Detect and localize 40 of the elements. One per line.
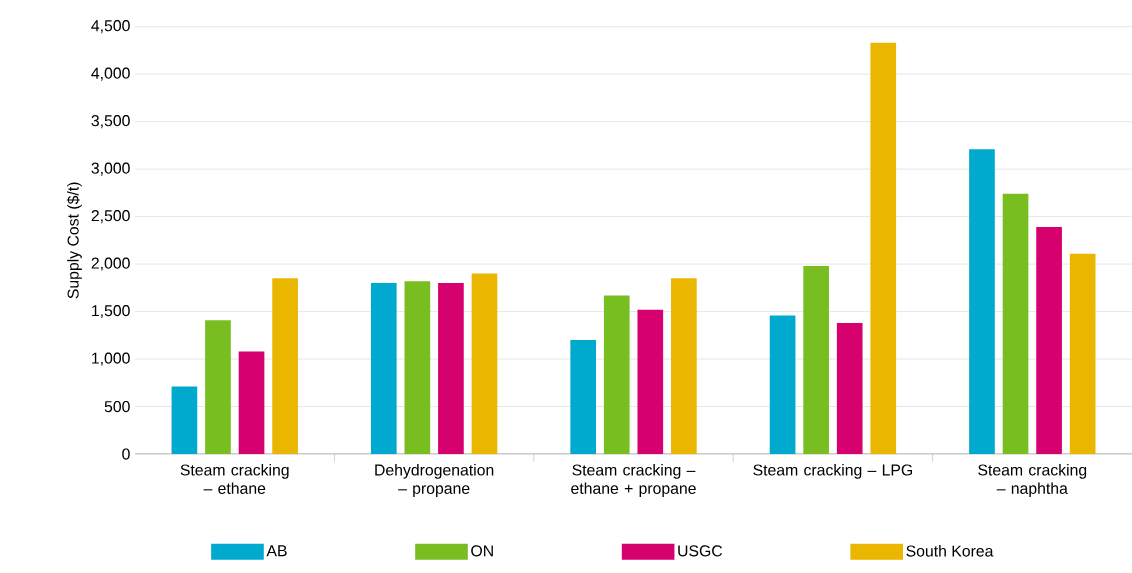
bar [171,386,198,454]
bar [870,42,897,454]
bar [272,278,298,454]
y-tick-label: 500 [104,400,130,412]
y-tick-label: 4,500 [91,19,130,33]
y-tick-label: 1,000 [92,352,130,366]
bar [438,282,464,454]
x-tick-label: Steam cracking – ethane [180,463,289,494]
y-tick-label: 0 [122,448,130,460]
x-tick-label: Steam cracking – ethane + propane [571,463,696,497]
bar [471,273,498,454]
bar [803,265,829,454]
bar [769,315,796,454]
y-tick-label: 2,000 [91,257,130,271]
bar [404,280,431,454]
y-tick-label: 1,500 [92,304,130,318]
bar [836,322,863,454]
x-tick-label: Dehydrogenation – propane [375,463,494,497]
bar [1002,193,1029,454]
y-tick-label: 2,500 [91,209,130,223]
legend-label: USGC [678,545,723,557]
bar [603,295,630,454]
y-tick-label: 4,000 [91,67,130,81]
legend-label: AB [266,545,287,556]
legend-label: South Korea [906,544,994,557]
bar [370,282,397,454]
x-tick-label: Steam cracking – naphtha [978,463,1087,497]
bar [1069,253,1096,454]
bar [1036,226,1062,454]
y-axis-title: Supply Cost ($/t) [66,182,82,299]
x-tick-label: Steam cracking – LPG [753,463,913,479]
bar [570,339,597,454]
y-tick-label: 3,000 [91,162,130,176]
bar [637,309,664,454]
bar [238,351,265,454]
legend-label: ON [471,545,493,557]
bar [205,319,231,454]
bar [969,148,995,454]
y-tick-label: 3,500 [91,114,130,128]
bar [671,278,697,454]
